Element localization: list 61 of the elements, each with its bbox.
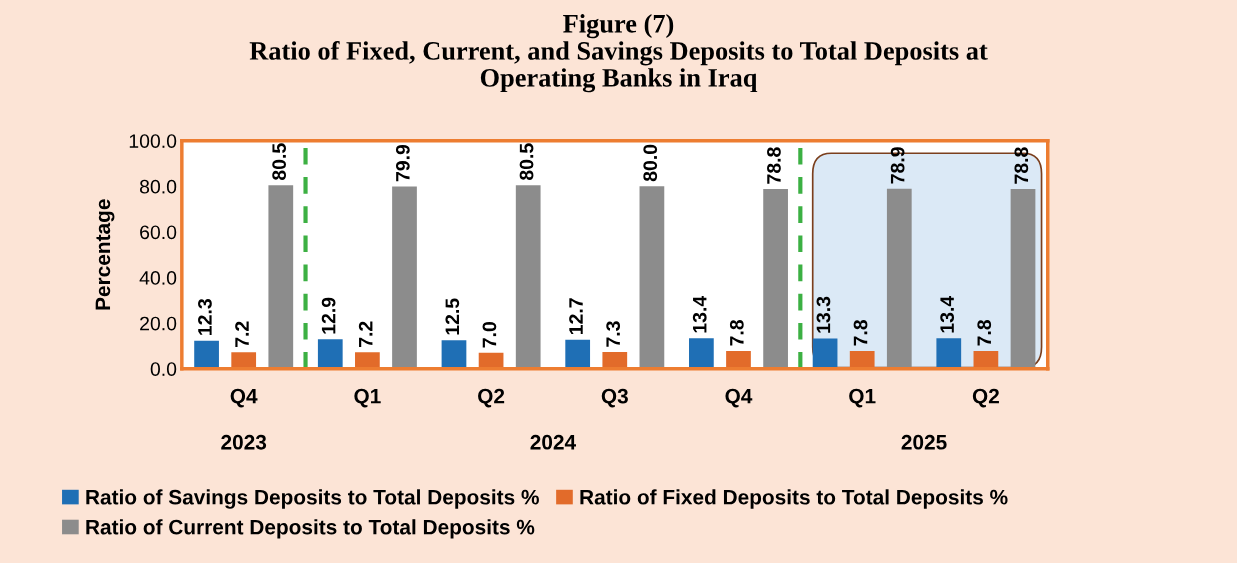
data-label: 7.2 — [235, 321, 249, 347]
data-label: 13.4 — [692, 295, 707, 333]
bar — [812, 338, 838, 369]
x-tick-label: Q2 — [972, 388, 999, 408]
y-tick-label: 40.0 — [139, 271, 177, 285]
bar — [317, 339, 343, 369]
data-label: 80.5 — [519, 143, 534, 181]
data-label: 78.8 — [767, 147, 781, 184]
data-label: 12.7 — [569, 298, 583, 335]
data-label: 12.9 — [321, 297, 336, 334]
legend-label: Ratio of Fixed Deposits to Total Deposits % — [580, 489, 1008, 509]
y-tick-label: 100.0 — [129, 134, 177, 148]
data-label: 79.9 — [395, 144, 410, 182]
y-tick-label: 20.0 — [140, 316, 177, 331]
data-label: 7.0 — [482, 322, 497, 348]
bar — [231, 352, 257, 369]
data-label: 80.5 — [272, 143, 287, 181]
y-tick-label: 80.0 — [139, 179, 177, 194]
data-label: 12.5 — [445, 298, 460, 335]
bar — [726, 350, 751, 369]
bar — [441, 340, 467, 369]
text: 2025 — [901, 434, 947, 450]
x-tick-label: Q3 — [601, 388, 628, 408]
data-label: 13.3 — [816, 296, 831, 333]
bar — [1010, 189, 1036, 369]
x-tick-label: Q4 — [725, 388, 753, 408]
x-tick-label: Q1 — [849, 388, 876, 408]
y-axis-title: Percentage — [95, 199, 115, 310]
y-tick-label: 0.0 — [150, 362, 177, 376]
data-label: 7.2 — [358, 321, 373, 347]
bar — [194, 340, 219, 369]
bar — [886, 188, 912, 369]
bar — [515, 185, 541, 369]
bar — [268, 185, 294, 369]
data-label: 78.9 — [890, 147, 905, 184]
text: 2024 — [530, 434, 576, 450]
text: 2023 — [221, 434, 267, 450]
bar — [639, 186, 665, 369]
bar — [936, 338, 962, 369]
bar — [689, 338, 714, 369]
y-tick-label: 60.0 — [140, 225, 177, 240]
data-label: 78.8 — [1014, 147, 1029, 184]
x-tick-label: Q4 — [230, 388, 258, 408]
bar — [763, 189, 788, 369]
bar — [849, 350, 875, 369]
bar — [565, 339, 591, 369]
bar — [602, 352, 628, 369]
x-tick-label: Q2 — [478, 388, 505, 408]
data-label: 12.3 — [198, 299, 212, 335]
data-label: 7.8 — [729, 319, 744, 346]
chart-title: Figure (7) Ratio of Fixed, Current, and Savings Deposits to Total Deposits at Operating Banks in Iraq — [249, 14, 988, 93]
legend-label: Ratio of Savings Deposits to Total Deposits % — [86, 489, 539, 509]
legend-label: Ratio of Current Deposits to Total Deposits % — [86, 519, 535, 539]
bar — [355, 352, 380, 369]
bar — [392, 186, 417, 369]
data-label: 7.8 — [977, 319, 992, 346]
data-label: 7.8 — [853, 319, 868, 346]
data-label: 13.4 — [940, 295, 955, 333]
data-label: 7.3 — [606, 321, 621, 347]
data-label: 80.0 — [643, 144, 658, 182]
x-tick-label: Q1 — [354, 388, 381, 408]
